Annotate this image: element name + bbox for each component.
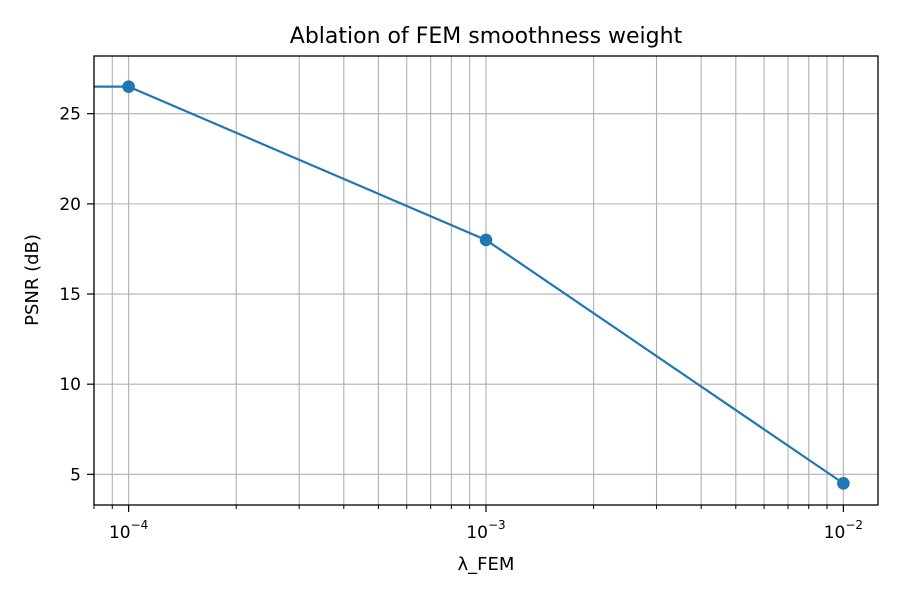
grid [93,56,878,505]
y-tick-label: 10 [59,375,81,395]
x-tick-base: 10 [109,523,131,543]
y-axis: 5 10 15 20 25 [59,105,94,485]
x-tick-label: 10−2 [824,518,863,543]
x-tick-exponent: −2 [845,518,863,532]
x-tick-base: 10 [824,523,846,543]
data-point [837,477,850,490]
y-tick-label: 20 [59,195,81,215]
x-tick-base: 10 [466,523,488,543]
series-layer [94,80,850,490]
x-tick-exponent: −3 [488,518,506,532]
y-axis-label: PSNR (dB) [22,234,43,326]
x-tick-exponent: −4 [131,518,149,532]
x-axis: 10−4 10−3 10−2 [93,505,863,543]
data-point [479,233,493,247]
y-tick-label: 15 [59,285,81,305]
x-axis-label: λ_FEM [458,554,515,575]
x-tick-label: 10−4 [109,518,148,543]
y-tick-label: 5 [70,465,81,485]
data-point [122,80,135,93]
x-tick-label: 10−3 [466,518,505,543]
y-tick-label: 25 [59,105,81,125]
chart-title: Ablation of FEM smoothness weight [290,24,683,49]
series-line [94,85,844,485]
